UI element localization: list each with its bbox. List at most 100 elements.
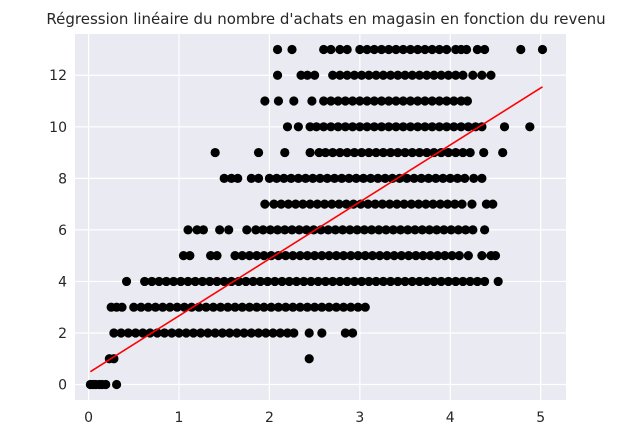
plot-area	[75, 34, 566, 400]
scatter-point	[305, 147, 315, 158]
scatter-point	[314, 147, 324, 158]
scatter-point	[269, 199, 279, 209]
scatter-point	[452, 173, 463, 183]
scatter-point	[258, 225, 268, 235]
scatter-point	[399, 199, 409, 209]
scatter-point	[363, 199, 373, 209]
scatter-point	[425, 251, 435, 261]
scatter-point	[317, 328, 327, 338]
scatter-point	[468, 70, 478, 80]
scatter-point	[451, 276, 461, 287]
scatter-point	[359, 225, 369, 235]
scatter-point	[457, 199, 467, 209]
scatter-point	[272, 70, 283, 80]
scatter-point	[443, 147, 454, 158]
scatter-point	[413, 44, 423, 55]
scatter-point	[287, 44, 297, 55]
scatter-point	[150, 302, 161, 312]
scatter-point	[185, 251, 195, 261]
scatter-point	[360, 302, 370, 312]
scatter-point	[326, 44, 336, 55]
scatter-point	[456, 122, 466, 132]
scatter-point	[305, 199, 315, 209]
scatter-point	[346, 251, 356, 261]
scatter-point	[333, 122, 343, 132]
scatter-point	[217, 328, 227, 338]
scatter-point	[324, 251, 334, 261]
scatter-point	[255, 276, 265, 287]
scatter-point	[230, 251, 240, 261]
scatter-point	[435, 199, 445, 209]
scatter-point	[154, 276, 164, 287]
scatter-point	[424, 225, 435, 235]
scatter-point	[391, 96, 401, 106]
scatter-point	[414, 70, 425, 80]
scatter-point	[158, 302, 168, 312]
scatter-point	[351, 173, 361, 183]
scatter-point	[117, 302, 127, 312]
scatter-point	[395, 225, 406, 235]
scatter-point	[355, 44, 365, 55]
scatter-point	[377, 199, 388, 209]
scatter-point	[253, 173, 264, 183]
scatter-point	[488, 199, 498, 209]
scatter-point	[405, 122, 416, 132]
scatter-point	[472, 44, 482, 55]
scatter-point	[210, 147, 220, 158]
scatter-point	[253, 147, 264, 158]
scatter-point	[432, 225, 442, 235]
scatter-point	[353, 251, 363, 261]
scatter-point	[281, 302, 291, 312]
scatter-point	[447, 251, 457, 261]
x-tick-label: 1	[175, 410, 184, 426]
scatter-point	[280, 147, 290, 158]
scatter-point	[398, 122, 408, 132]
scatter-point	[323, 225, 333, 235]
scatter-point	[367, 251, 378, 261]
scatter-point	[293, 173, 303, 183]
scatter-point	[391, 44, 401, 55]
scatter-point	[414, 147, 425, 158]
scatter-point	[462, 96, 473, 106]
scatter-point	[499, 122, 510, 132]
scatter-point	[340, 96, 350, 106]
scatter-point	[405, 44, 416, 55]
scatter-point	[388, 225, 398, 235]
scatter-point	[212, 276, 222, 287]
scatter-point	[305, 122, 315, 132]
scatter-point	[423, 173, 434, 183]
scatter-point	[320, 276, 331, 287]
scatter-point	[183, 225, 193, 235]
scatter-point	[129, 302, 139, 312]
scatter-point	[266, 251, 276, 261]
scatter-point	[436, 70, 446, 80]
scatter-point	[393, 276, 403, 287]
scatter-point	[421, 199, 431, 209]
scatter-point	[391, 122, 401, 132]
scatter-point	[458, 276, 468, 287]
scatter-point	[334, 199, 344, 209]
scatter-point	[498, 147, 508, 158]
scatter-point	[341, 199, 351, 209]
scatter-point	[188, 328, 199, 338]
scatter-point	[176, 276, 186, 287]
scatter-point	[349, 70, 360, 80]
scatter-point	[237, 302, 247, 312]
scatter-point	[252, 251, 262, 261]
scatter-point	[340, 122, 350, 132]
scatter-point	[376, 122, 387, 132]
scatter-point	[371, 276, 381, 287]
scatter-point	[400, 147, 410, 158]
scatter-point	[264, 173, 275, 183]
scatter-point	[130, 328, 141, 338]
scatter-point	[123, 328, 133, 338]
x-tick-label: 5	[536, 410, 545, 426]
scatter-point	[330, 225, 341, 235]
scatter-point	[260, 96, 270, 106]
scatter-point	[516, 44, 526, 55]
scatter-point	[116, 328, 126, 338]
scatter-point	[357, 70, 367, 80]
scatter-point	[232, 328, 242, 338]
scatter-point	[384, 44, 394, 55]
scatter-point	[357, 276, 367, 287]
